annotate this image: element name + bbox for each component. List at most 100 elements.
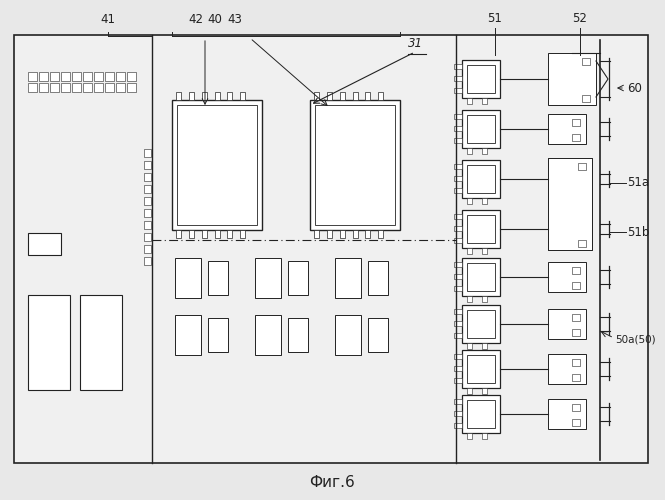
Bar [116, 83, 125, 92]
Bar [83, 72, 92, 81]
Bar [548, 158, 592, 250]
Bar [467, 98, 472, 104]
Bar [454, 188, 462, 193]
Bar [548, 262, 586, 292]
Bar [467, 165, 495, 193]
Text: 50a(50): 50a(50) [615, 335, 656, 345]
Bar [215, 230, 219, 238]
Bar [288, 261, 308, 295]
Bar [116, 72, 125, 81]
Bar [28, 83, 37, 92]
Bar [365, 230, 370, 238]
Bar [72, 83, 81, 92]
Bar [572, 419, 580, 426]
Bar [189, 92, 194, 100]
Text: 43: 43 [227, 13, 243, 26]
Bar [548, 158, 592, 250]
Bar [144, 209, 151, 217]
Bar [454, 321, 462, 326]
Bar [310, 100, 400, 230]
Text: 31: 31 [408, 37, 423, 50]
Bar [454, 176, 462, 181]
Bar [467, 310, 495, 338]
Bar [327, 230, 332, 238]
Bar [127, 72, 136, 81]
Bar [28, 233, 61, 255]
Bar [327, 92, 332, 100]
Bar [462, 60, 500, 98]
Bar [50, 72, 59, 81]
Bar [454, 138, 462, 143]
Bar [368, 318, 388, 352]
Bar [144, 257, 151, 265]
Bar [144, 197, 151, 205]
Bar [335, 258, 361, 298]
Bar [454, 366, 462, 371]
Bar [378, 92, 383, 100]
Bar [144, 245, 151, 253]
Bar [462, 160, 500, 198]
Bar [462, 305, 500, 343]
Bar [189, 230, 194, 238]
Text: 51a: 51a [627, 176, 649, 190]
Bar [314, 92, 319, 100]
Bar [467, 296, 472, 302]
Bar [467, 215, 495, 243]
Bar [572, 134, 580, 141]
Bar [462, 210, 500, 248]
Bar [335, 315, 361, 355]
Bar [314, 230, 319, 238]
Bar [94, 72, 103, 81]
Bar [144, 185, 151, 193]
Bar [454, 262, 462, 267]
Bar [94, 83, 103, 92]
Bar [578, 163, 586, 170]
Bar [454, 88, 462, 93]
Bar [482, 433, 487, 439]
Text: 40: 40 [207, 13, 222, 26]
Bar [240, 230, 245, 238]
Bar [482, 148, 487, 154]
Bar [462, 350, 500, 388]
Text: 51: 51 [487, 12, 503, 25]
Bar [454, 64, 462, 69]
Bar [572, 359, 580, 366]
Bar [288, 318, 308, 352]
Bar [548, 309, 586, 339]
Bar [578, 240, 586, 247]
Bar [572, 267, 580, 274]
Bar [572, 314, 580, 321]
Bar [572, 282, 580, 289]
Bar [482, 98, 487, 104]
Bar [177, 105, 257, 225]
Bar [378, 230, 383, 238]
Bar [467, 115, 495, 143]
Bar [548, 53, 596, 105]
Text: Фиг.6: Фиг.6 [309, 475, 355, 490]
Bar [227, 92, 232, 100]
Text: 41: 41 [100, 13, 116, 26]
Bar [578, 240, 586, 247]
Bar [144, 149, 151, 157]
Bar [454, 126, 462, 131]
Text: 51b: 51b [627, 226, 650, 238]
Bar [582, 95, 590, 102]
Bar [467, 388, 472, 394]
Bar [467, 433, 472, 439]
Bar [127, 83, 136, 92]
Bar [454, 399, 462, 404]
Bar [175, 315, 201, 355]
Bar [572, 374, 580, 381]
Bar [144, 221, 151, 229]
Bar [578, 163, 586, 170]
Bar [482, 343, 487, 349]
Bar [454, 411, 462, 416]
Bar [14, 35, 648, 463]
Bar [365, 92, 370, 100]
Bar [454, 114, 462, 119]
Bar [227, 230, 232, 238]
Bar [208, 261, 228, 295]
Bar [454, 238, 462, 243]
Bar [352, 230, 358, 238]
Bar [454, 423, 462, 428]
